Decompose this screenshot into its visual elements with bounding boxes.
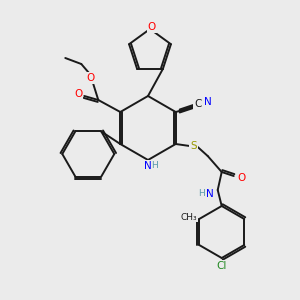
Text: C: C (194, 99, 201, 109)
Text: N: N (144, 161, 152, 171)
Text: CH₃: CH₃ (181, 212, 197, 221)
Text: H: H (152, 161, 158, 170)
Text: S: S (190, 141, 197, 151)
Text: O: O (238, 173, 246, 183)
Text: O: O (74, 89, 82, 99)
Text: H: H (198, 190, 205, 199)
Text: O: O (86, 73, 94, 83)
Text: N: N (204, 97, 212, 107)
Text: N: N (206, 189, 214, 199)
Text: Cl: Cl (217, 261, 227, 271)
Text: O: O (148, 22, 156, 32)
